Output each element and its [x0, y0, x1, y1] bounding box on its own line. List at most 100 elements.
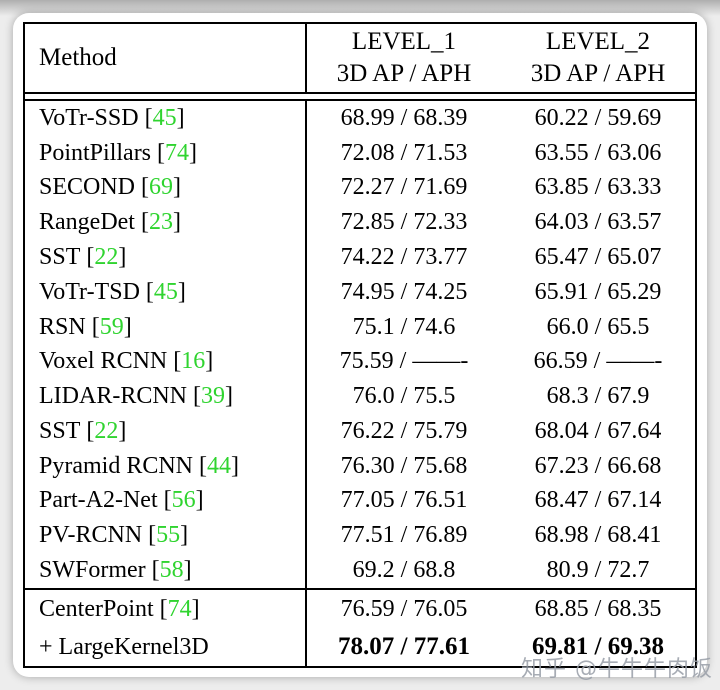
citation-number: 45	[152, 104, 177, 131]
citation-ref: [44]	[193, 452, 240, 479]
method-cell: Pyramid RCNN [44]	[25, 448, 307, 484]
citation-number: 45	[153, 278, 178, 305]
citation-ref: [55]	[142, 522, 189, 549]
level2-value: 69.81 / 69.38	[532, 633, 664, 660]
column-header-method: Method	[25, 24, 307, 92]
table-row: SST [22] 74.22 / 73.77 65.47 / 65.07	[25, 240, 695, 275]
results-table: Method LEVEL_1 3D AP / APH LEVEL_2 3D AP…	[23, 22, 697, 668]
level1-value: 75.59 / ——-	[339, 348, 469, 375]
citation-ref: [16]	[167, 348, 214, 375]
citation-ref: [58]	[145, 557, 192, 584]
method-cell: SECOND [69]	[25, 170, 307, 206]
level1-value: 74.95 / 74.25	[340, 278, 468, 305]
method-cell: LIDAR-RCNN [39]	[25, 379, 307, 415]
method-name: PV-RCNN	[39, 522, 143, 549]
level1-value: 72.08 / 71.53	[340, 139, 468, 166]
method-name: Voxel RCNN	[39, 348, 168, 375]
level2-value: 68.3 / 67.9	[546, 383, 650, 410]
method-cell: SWFormer [58]	[25, 553, 307, 588]
citation-number: 55	[156, 522, 181, 549]
method-cell: CenterPoint [74]	[25, 590, 307, 628]
citation-ref: [22]	[80, 417, 127, 444]
level2-value: 80.9 / 72.7	[546, 557, 650, 584]
method-name: RSN	[39, 313, 86, 340]
citation-ref: [45]	[139, 278, 186, 305]
citation-ref: [59]	[85, 313, 132, 340]
table-row: Pyramid RCNN [44] 76.30 / 75.68 67.23 / …	[25, 448, 695, 484]
level1-value: 77.51 / 76.89	[340, 522, 468, 549]
method-cell: Voxel RCNN [16]	[25, 344, 307, 380]
method-cell: PV-RCNN [55]	[25, 518, 307, 554]
method-cell: RSN [59]	[25, 309, 307, 345]
table-row: Part-A2-Net [56] 77.05 / 76.51 68.47 / 6…	[25, 483, 695, 519]
citation-number: 23	[148, 209, 173, 236]
column-header-level2: LEVEL_2 3D AP / APH	[501, 24, 695, 92]
level1-value: 76.30 / 75.68	[340, 452, 468, 479]
method-cell: RangeDet [23]	[25, 205, 307, 241]
method-name: Pyramid RCNN	[39, 452, 194, 479]
level2-value: 66.59 / ——-	[533, 348, 663, 375]
method-cell: VoTr-SSD [45]	[25, 101, 307, 136]
table-row: PointPillars [74] 72.08 / 71.53 63.55 / …	[25, 135, 695, 171]
citation-number: 56	[171, 487, 196, 514]
method-cell: SST [22]	[25, 240, 307, 275]
citation-number: 74	[167, 595, 192, 622]
level2-value: 60.22 / 59.69	[534, 104, 662, 131]
citation-ref: [23]	[134, 209, 181, 236]
level2-value: 67.23 / 66.68	[534, 452, 662, 479]
method-name: SST	[39, 417, 81, 444]
level1-value: 69.2 / 68.8	[352, 557, 456, 584]
table-row: Voxel RCNN [16] 75.59 / ——- 66.59 / ——-	[25, 344, 695, 380]
method-name: Part-A2-Net	[39, 487, 158, 514]
table-header-row: Method LEVEL_1 3D AP / APH LEVEL_2 3D AP…	[25, 24, 695, 94]
citation-ref: [39]	[187, 383, 233, 410]
method-name: CenterPoint	[39, 595, 154, 622]
citation-number: 16	[181, 348, 206, 375]
level2-value: 68.85 / 68.35	[534, 595, 662, 622]
method-name: SST	[39, 244, 81, 271]
level2-value: 68.98 / 68.41	[534, 522, 662, 549]
level1-value: 78.07 / 77.61	[338, 633, 470, 660]
method-cell: VoTr-TSD [45]	[25, 274, 307, 310]
level2-value: 63.85 / 63.33	[534, 174, 662, 201]
citation-ref: [22]	[80, 244, 127, 271]
level1-value: 76.0 / 75.5	[352, 383, 456, 410]
level1-subtitle: 3D AP / APH	[336, 60, 472, 87]
level2-value: 66.0 / 65.5	[546, 313, 650, 340]
level1-value: 74.22 / 73.77	[340, 244, 468, 271]
table-row: SST [22] 76.22 / 75.79 68.04 / 67.64	[25, 414, 695, 449]
table-body-bottom-group: CenterPoint [74] 76.59 / 76.05 68.85 / 6…	[25, 588, 695, 666]
table-row: PV-RCNN [55] 77.51 / 76.89 68.98 / 68.41	[25, 518, 695, 554]
citation-number: 22	[94, 244, 119, 271]
table-row: LIDAR-RCNN [39] 76.0 / 75.5 68.3 / 67.9	[25, 379, 695, 415]
citation-number: 39	[201, 383, 225, 410]
citation-number: 58	[159, 557, 184, 584]
citation-number: 69	[149, 174, 174, 201]
method-name: RangeDet	[39, 209, 135, 236]
citation-ref: [69]	[135, 174, 182, 201]
citation-number: 74	[165, 139, 190, 166]
table-row: CenterPoint [74] 76.59 / 76.05 68.85 / 6…	[25, 590, 695, 628]
method-name: PointPillars	[39, 139, 152, 166]
column-header-level1: LEVEL_1 3D AP / APH	[307, 24, 501, 92]
method-name: + LargeKernel3D	[39, 633, 209, 660]
method-cell: SST [22]	[25, 414, 307, 449]
level1-title: LEVEL_1	[351, 28, 457, 55]
level2-value: 68.04 / 67.64	[534, 417, 662, 444]
citation-number: 44	[207, 452, 232, 479]
table-row: SWFormer [58] 69.2 / 68.8 80.9 / 72.7	[25, 553, 695, 588]
level2-subtitle: 3D AP / APH	[530, 60, 666, 87]
method-name: VoTr-TSD	[39, 278, 140, 305]
table-row: VoTr-SSD [45] 68.99 / 68.39 60.22 / 59.6…	[25, 101, 695, 136]
level1-value: 77.05 / 76.51	[340, 487, 468, 514]
level2-value: 65.91 / 65.29	[534, 278, 662, 305]
level1-value: 72.85 / 72.33	[340, 209, 468, 236]
citation-number: 59	[99, 313, 124, 340]
level2-value: 65.47 / 65.07	[534, 244, 662, 271]
level1-value: 68.99 / 68.39	[340, 104, 468, 131]
method-name: VoTr-SSD	[39, 104, 139, 131]
method-cell: + LargeKernel3D	[25, 628, 307, 666]
level2-title: LEVEL_2	[545, 28, 651, 55]
level1-value: 72.27 / 71.69	[340, 174, 468, 201]
method-name: SWFormer	[39, 557, 146, 584]
